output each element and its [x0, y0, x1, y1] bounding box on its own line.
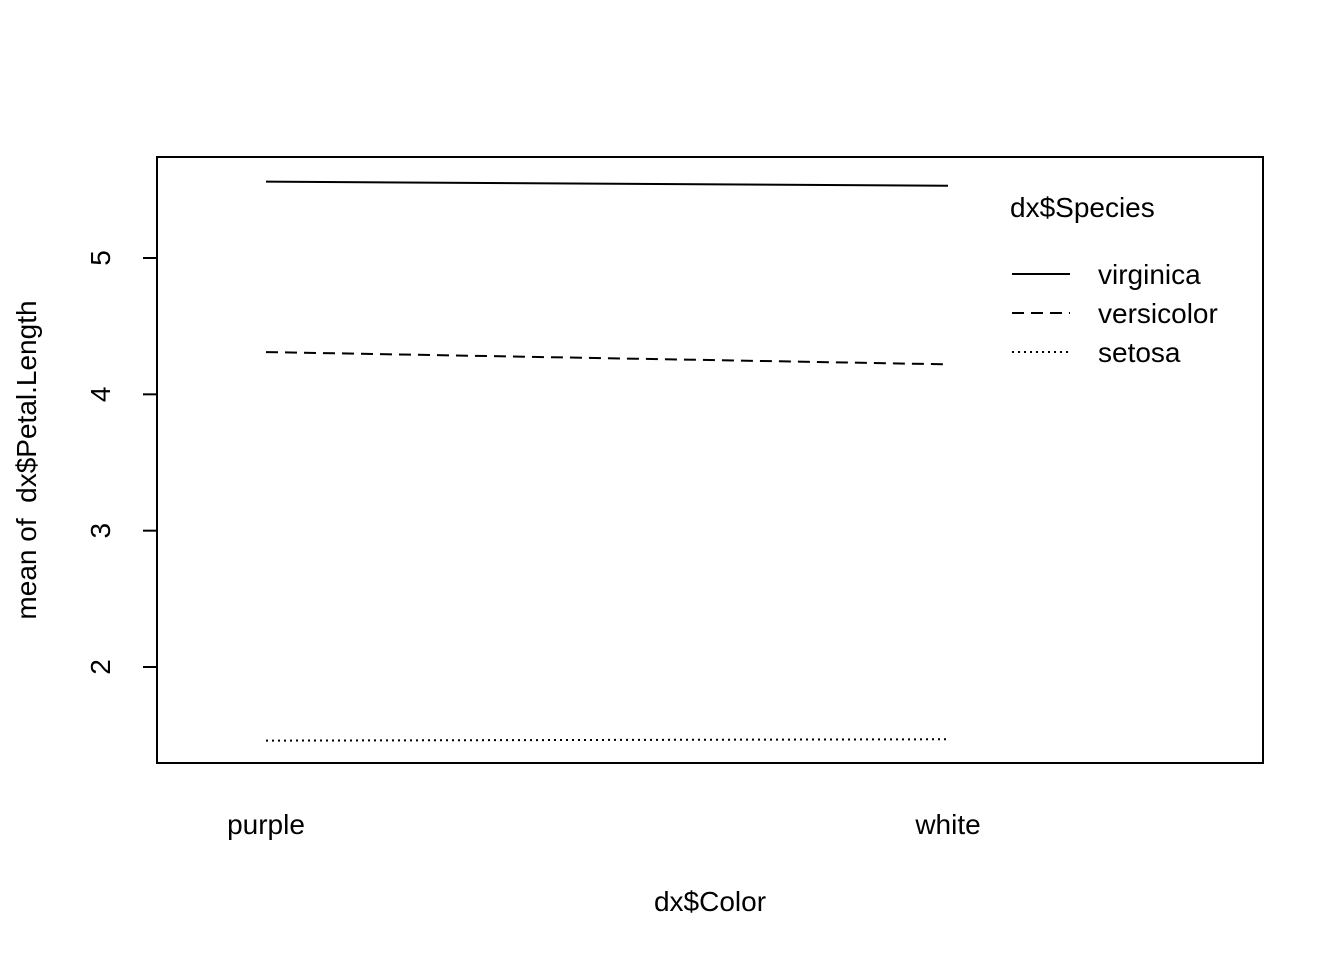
x-axis-tick-labels: purple white: [227, 809, 981, 840]
y-axis-label: mean of dx$Petal.Length: [11, 300, 42, 619]
y-tick-label: 2: [85, 659, 116, 675]
y-tick-label: 4: [85, 387, 116, 403]
legend-label-virginica: virginica: [1098, 259, 1201, 290]
legend: dx$Species virginica versicolor setosa: [1010, 192, 1218, 368]
series-line-setosa: [265, 738, 949, 742]
series-lines: [265, 180, 949, 742]
y-tick-label: 5: [85, 250, 116, 266]
legend-label-versicolor: versicolor: [1098, 298, 1218, 329]
y-axis: 2 3 4 5: [85, 250, 158, 675]
series-line-versicolor: [265, 351, 949, 366]
series-line-virginica: [265, 180, 949, 187]
x-tick-label: white: [914, 809, 980, 840]
x-tick-label: purple: [227, 809, 305, 840]
legend-title: dx$Species: [1010, 192, 1155, 223]
x-axis-label: dx$Color: [654, 886, 766, 917]
plot-frame: [156, 156, 1264, 764]
legend-label-setosa: setosa: [1098, 337, 1181, 368]
y-tick-label: 3: [85, 523, 116, 539]
